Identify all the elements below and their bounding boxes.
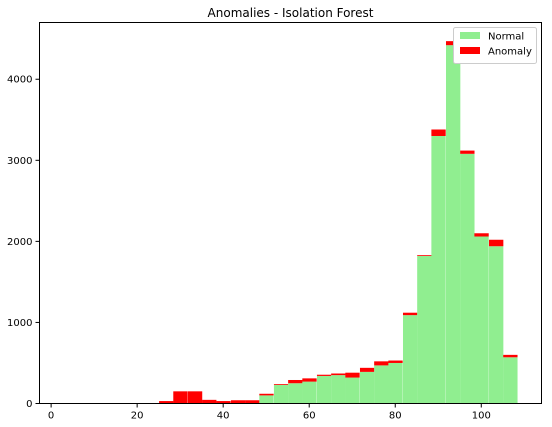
bar-anomaly xyxy=(374,361,389,366)
y-tick-label: 4000 xyxy=(7,75,32,86)
bar-anomaly xyxy=(388,360,403,363)
chart-title: Anomalies - Isolation Forest xyxy=(208,6,374,20)
bar-anomaly xyxy=(288,379,303,384)
y-tick-label: 3000 xyxy=(7,156,32,167)
bar-normal xyxy=(489,246,504,404)
bar-anomaly xyxy=(503,354,518,358)
bar-normal xyxy=(331,375,346,404)
y-axis: 0 1000 2000 3000 4000 xyxy=(7,75,40,410)
x-tick-label: 20 xyxy=(131,411,144,422)
bar-normal xyxy=(288,383,303,404)
bar-anomaly xyxy=(302,378,317,382)
bar-normal xyxy=(345,377,360,404)
bar-normal xyxy=(302,381,317,404)
bar-normal xyxy=(359,371,375,404)
bar-anomaly xyxy=(460,150,475,154)
bar-normal xyxy=(402,315,418,404)
bar-normal xyxy=(474,236,489,404)
bar-normal xyxy=(503,401,518,404)
bar-normal xyxy=(259,395,274,404)
bar-anomaly xyxy=(202,399,217,404)
bars-group xyxy=(159,41,518,404)
y-tick-label: 0 xyxy=(26,399,32,410)
bar-normal xyxy=(316,375,332,404)
legend-label-anomaly: Anomaly xyxy=(488,47,532,58)
plot-frame xyxy=(39,22,542,404)
bar-anomaly xyxy=(187,391,203,404)
bar-anomaly xyxy=(273,384,289,385)
bar-normal xyxy=(388,362,403,404)
bar-normal xyxy=(460,153,475,404)
x-axis: 0 20 40 60 80 100 xyxy=(48,403,491,422)
bar-anomaly xyxy=(331,373,346,376)
bar-anomaly xyxy=(245,400,260,404)
bar-anomaly xyxy=(402,312,418,316)
bar-normal xyxy=(446,45,461,404)
legend-label-normal: Normal xyxy=(488,32,524,43)
bar-normal xyxy=(273,384,289,404)
legend-swatch-normal xyxy=(460,32,480,39)
bar-anomaly xyxy=(345,372,360,378)
bar-anomaly xyxy=(173,391,188,404)
bar-anomaly xyxy=(417,255,432,256)
bar-anomaly xyxy=(230,400,246,404)
x-tick-label: 100 xyxy=(472,411,491,422)
bar-anomaly xyxy=(259,393,274,396)
bar-anomaly xyxy=(474,233,489,237)
x-tick-label: 80 xyxy=(389,411,402,422)
x-tick-label: 40 xyxy=(217,411,230,422)
x-tick-label: 0 xyxy=(48,411,54,422)
bar-anomaly xyxy=(159,401,174,404)
bar-normal xyxy=(503,357,518,404)
bar-normal xyxy=(417,255,432,404)
y-tick-label: 1000 xyxy=(7,318,32,329)
bar-anomaly xyxy=(316,374,332,376)
bar-anomaly xyxy=(489,239,504,247)
legend-swatch-anomaly xyxy=(460,47,480,54)
bar-anomaly xyxy=(431,129,446,136)
x-tick-label: 60 xyxy=(303,411,316,422)
bar-anomaly xyxy=(216,401,231,404)
bar-normal xyxy=(374,365,389,404)
bar-normal xyxy=(431,135,446,404)
legend: Normal Anomaly xyxy=(453,27,537,64)
y-tick-label: 2000 xyxy=(7,237,32,248)
bar-anomaly xyxy=(359,367,375,372)
